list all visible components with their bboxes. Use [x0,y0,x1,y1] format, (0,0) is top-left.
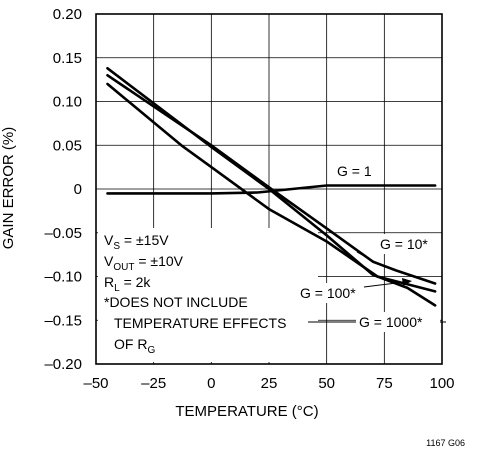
label-g100: G = 100* [300,285,356,301]
label-g10: G = 10* [380,236,428,252]
g100-arrow-icon [402,278,412,286]
grid [96,14,442,364]
x-tick-labels: –50 –25 0 25 50 75 100 [83,375,454,392]
label-g1000: G = 1000* [359,314,423,330]
y-tick-label: –0.20 [44,356,82,373]
y-tick-label: 0 [74,181,82,198]
figure-id: 1167 G06 [426,438,465,448]
y-tick-label: 0.10 [53,94,82,111]
note-line-2: TEMPERATURE EFFECTS [114,315,286,331]
cond-rl: RL = 2k [104,274,151,294]
series-lines [106,67,437,307]
x-tick-label: 25 [261,375,278,392]
y-tick-label: 0.15 [53,50,82,67]
y-tick-label: 0.20 [53,6,82,23]
y-tick-label: –0.15 [44,312,82,329]
note-line-3: OF RG [114,336,155,356]
cond-vs: VS = ±15V [104,232,169,252]
series-line-0 [106,184,437,195]
g100-leader [363,281,406,288]
g10-leader [356,251,376,263]
cond-vout: VOUT = ±10V [104,253,184,273]
x-tick-label: –50 [83,375,108,392]
x-tick-label: 75 [376,375,393,392]
label-g10-background [376,234,440,254]
y-axis-label: GAIN ERROR (%) [0,127,17,250]
y-tick-label: –0.05 [44,225,82,242]
note-line-1: *DOES NOT INCLUDE [104,294,248,310]
label-g100-background [296,283,364,303]
x-tick-label: 50 [318,375,335,392]
x-tick-label: 100 [429,375,454,392]
y-tick-label: –0.10 [44,269,82,286]
annotation-leaders [308,251,446,323]
plot-frame [95,13,443,365]
label-g1-background [332,160,384,180]
x-axis-label: TEMPERATURE (°C) [175,403,318,420]
annotation-background [98,228,318,362]
y-tick-label: 0.05 [53,137,82,154]
conditions-block: VS = ±15V VOUT = ±10V RL = 2k *DOES NOT … [104,232,286,356]
label-g1000-background [356,312,440,332]
label-g1: G = 1 [337,163,372,179]
x-tick-label: 0 [207,375,215,392]
series-line-3 [106,67,437,307]
y-tick-labels: 0.20 0.15 0.10 0.05 0 –0.05 –0.10 –0.15 –0.20 [44,6,82,373]
series-line-1 [106,74,437,285]
x-tick-label: –25 [141,375,166,392]
curve-labels: G = 1 G = 10* G = 100* G = 1000* [300,163,428,330]
